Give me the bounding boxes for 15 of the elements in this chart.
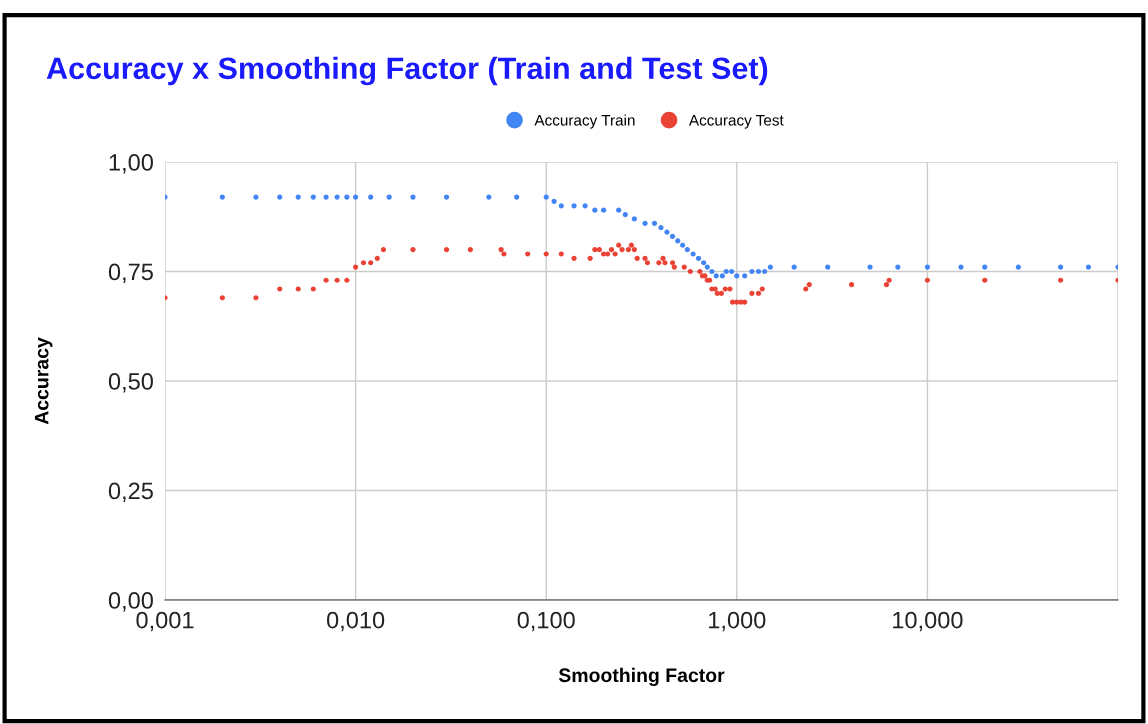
x-axis-title: Smoothing Factor bbox=[558, 667, 725, 687]
y-tick-label: 0,00 bbox=[108, 592, 153, 612]
x-tick-label: 0,001 bbox=[136, 611, 194, 632]
y-tick-label: 0,25 bbox=[108, 482, 153, 503]
legend-label: Accuracy Test bbox=[688, 114, 784, 129]
chart-title: Accuracy x Smoothing Factor (Train and Test Set) bbox=[46, 56, 768, 86]
y-tick-label: 1,00 bbox=[109, 154, 153, 174]
legend-label: Accuracy Train bbox=[534, 114, 635, 129]
y-axis-title: Accuracy bbox=[34, 337, 53, 425]
x-tick-label: 10,000 bbox=[893, 611, 963, 632]
y-tick-label: 0,50 bbox=[108, 373, 153, 393]
y-tick-label: 0,75 bbox=[108, 263, 153, 284]
x-tick-label: 0,010 bbox=[326, 611, 385, 632]
x-tick-label: 0,100 bbox=[517, 611, 575, 632]
x-tick-label: 1,000 bbox=[709, 611, 766, 632]
